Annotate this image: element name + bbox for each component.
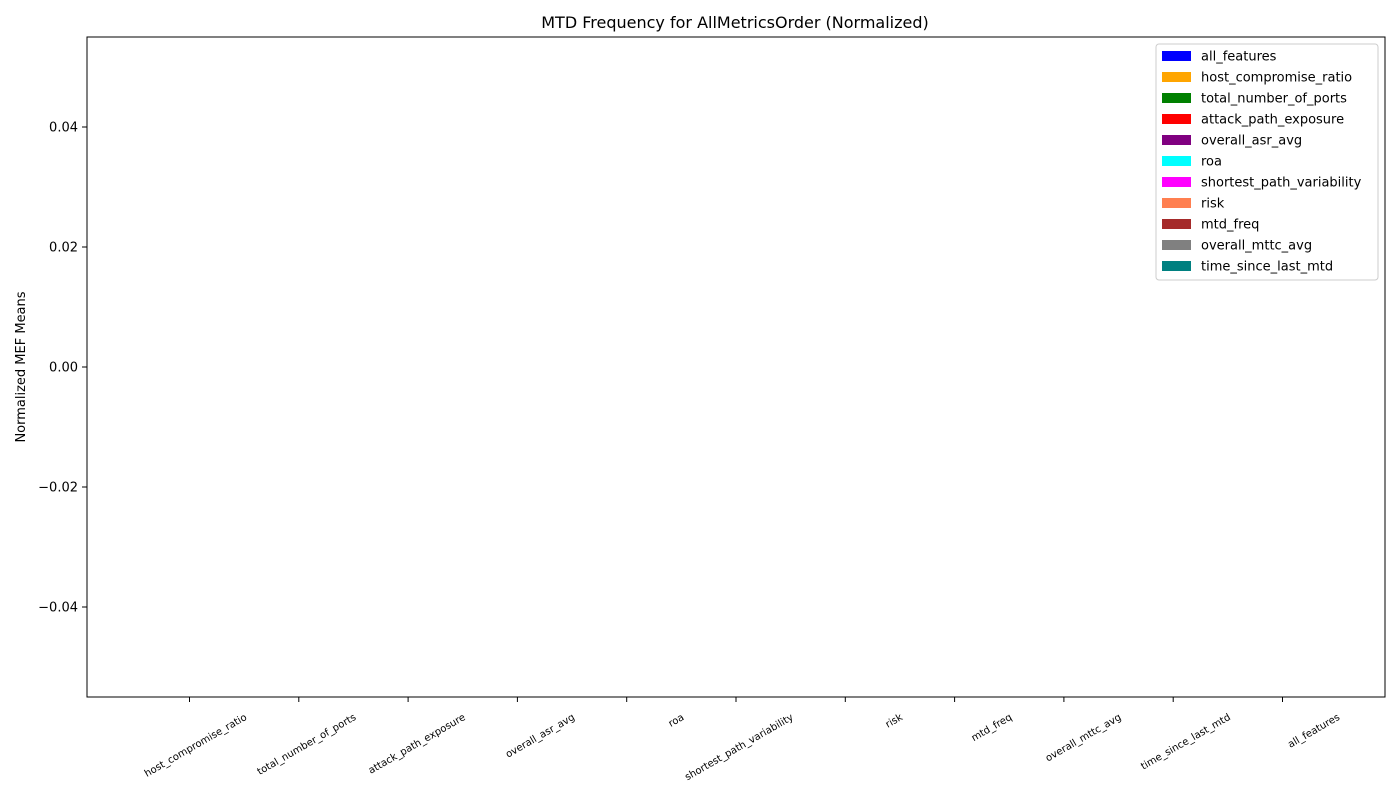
x-tick-label: overall_mttc_avg (1044, 712, 1124, 764)
legend-label: mtd_freq (1201, 218, 1259, 233)
y-tick-label: 0.04 (49, 121, 78, 136)
y-tick-label: −0.02 (38, 481, 78, 496)
x-tick-label: host_compromise_ratio (143, 712, 249, 780)
legend-swatch (1162, 177, 1191, 187)
legend-swatch (1162, 240, 1191, 250)
legend-swatch (1162, 156, 1191, 166)
x-tick-label: mtd_freq (970, 712, 1014, 744)
legend-swatch (1162, 135, 1191, 145)
legend-label: attack_path_exposure (1201, 113, 1344, 128)
x-tick-label: roa (667, 712, 686, 730)
x-tick-label: all_features (1286, 712, 1342, 751)
legend-label: roa (1201, 155, 1222, 170)
x-tick-label: total_number_of_ports (256, 712, 359, 778)
legend-label: total_number_of_ports (1201, 92, 1347, 107)
legend: all_features host_compromise_ratio total_n… (1155, 43, 1379, 281)
legend-swatch (1162, 51, 1191, 61)
y-tick-label: 0.00 (49, 361, 78, 376)
y-tick-label: 0.02 (49, 241, 78, 256)
legend-swatch (1162, 93, 1191, 103)
chart-title: MTD Frequency for AllMetricsOrder (Norma… (541, 13, 929, 32)
y-tick-label: −0.04 (38, 601, 78, 616)
legend-swatch (1162, 72, 1191, 82)
y-axis: −0.04 −0.02 0.00 0.02 0.04 (38, 121, 87, 616)
legend-label: shortest_path_variability (1201, 176, 1362, 191)
legend-swatch (1162, 261, 1191, 271)
legend-label: all_features (1201, 50, 1277, 65)
legend-label: time_since_last_mtd (1201, 260, 1333, 275)
x-tick-label: time_since_last_mtd (1139, 712, 1233, 772)
legend-label: overall_asr_avg (1201, 134, 1302, 149)
legend-swatch (1162, 114, 1191, 124)
legend-label: host_compromise_ratio (1201, 71, 1352, 86)
legend-label: overall_mttc_avg (1201, 239, 1312, 254)
x-tick-label: attack_path_exposure (367, 712, 468, 777)
legend-swatch (1162, 219, 1191, 229)
legend-swatch (1162, 198, 1191, 208)
x-tick-label: overall_asr_avg (504, 712, 577, 760)
legend-box (1155, 43, 1379, 281)
x-tick-label: risk (884, 712, 905, 731)
y-axis-label: Normalized MEF Means (14, 291, 29, 442)
legend-label: risk (1201, 197, 1225, 212)
x-tick-label: shortest_path_variability (683, 712, 795, 783)
x-axis: host_compromise_ratio total_number_of_por… (143, 697, 1342, 783)
